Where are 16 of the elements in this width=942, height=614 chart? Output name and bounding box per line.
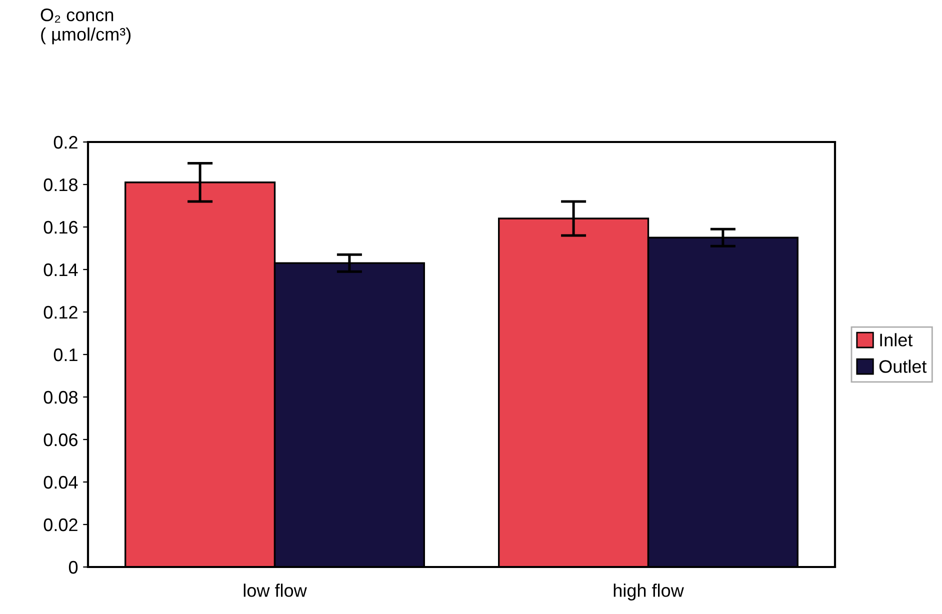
y-tick-label: 0 bbox=[68, 560, 78, 574]
y-tick-label: 0.16 bbox=[44, 220, 78, 234]
y-tick-label: 0.1 bbox=[54, 348, 78, 362]
y-tick-label: 0.04 bbox=[44, 476, 78, 489]
y-tick-label: 0.18 bbox=[44, 178, 78, 192]
y-tick-label: 0.14 bbox=[44, 263, 78, 276]
legend-label: Outlet bbox=[879, 360, 927, 373]
x-tick-label: low flow bbox=[244, 584, 307, 597]
y-tick-label: 0.2 bbox=[54, 136, 78, 149]
x-tick-label: high flow bbox=[614, 584, 684, 600]
y-tick-label: 0.08 bbox=[44, 390, 78, 404]
legend-label: Inlet bbox=[880, 333, 913, 346]
y-tick-label: 0.12 bbox=[44, 306, 78, 319]
text: O₂ concn ( µmol/cm³) bbox=[40, 8, 131, 44]
y-tick-label: 0.06 bbox=[44, 433, 78, 446]
y-tick-label: 0.02 bbox=[44, 518, 78, 532]
